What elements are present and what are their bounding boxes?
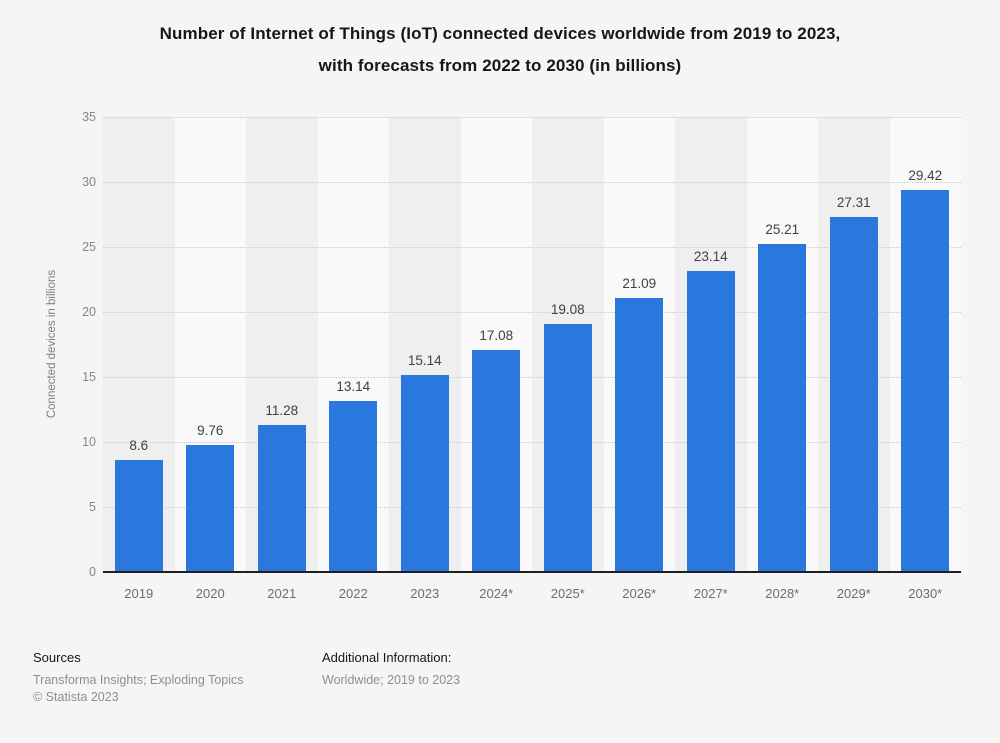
x-axis-label: 2024* (479, 586, 514, 601)
plot-column: 9.76 (174, 117, 246, 572)
bar-value-label: 27.31 (836, 194, 871, 210)
x-axis-label: 2029* (836, 586, 871, 601)
x-axis-label: 2026* (622, 586, 657, 601)
bar-2029*[interactable] (829, 216, 878, 572)
bar-2022[interactable] (329, 401, 378, 572)
y-axis-tick-label: 30 (82, 175, 96, 189)
y-axis-tick-label: 20 (82, 305, 96, 319)
plot-column: 27.31 (818, 117, 890, 572)
additional-info-value: Worldwide; 2019 to 2023 (322, 673, 461, 687)
x-axis-label: 2020 (195, 586, 225, 601)
plot-column: 13.14 (317, 117, 389, 572)
bar-2028*[interactable] (758, 244, 807, 572)
y-axis-tick-label: 0 (89, 565, 96, 579)
x-axis-label: 2021 (267, 586, 297, 601)
bar-value-label: 29.42 (908, 167, 943, 183)
bar-2030*[interactable] (901, 189, 950, 572)
plot-column: 29.42 (889, 117, 961, 572)
bar-2027*[interactable] (686, 271, 735, 572)
plot-column: 21.09 (603, 117, 675, 572)
additional-info-label: Additional Information: (322, 650, 452, 665)
bar-2024*[interactable] (472, 349, 521, 572)
plot-column: 19.08 (532, 117, 604, 572)
y-axis-tick-label: 35 (82, 110, 96, 124)
bar-value-label: 8.6 (129, 438, 149, 454)
x-axis-labels: 2019 2020 2021 2022 2023 2024* 2025* 2026* 2027*… (103, 584, 961, 604)
bar-2023[interactable] (400, 375, 449, 572)
y-axis-ticks: 0 5 10 15 20 25 30 35 (0, 110, 96, 579)
plot-column: 8.6 (103, 117, 175, 572)
x-axis-label: 2023 (410, 586, 440, 601)
statista-copyright: © Statista 2023 (33, 690, 119, 704)
bar-value-label: 25.21 (765, 222, 800, 238)
bar-value-label: 13.14 (336, 379, 371, 395)
plot-column: 25.21 (746, 117, 818, 572)
y-axis-tick-label: 25 (82, 240, 96, 254)
y-axis-tick-label: 10 (82, 435, 96, 449)
y-axis-tick-label: 5 (89, 500, 96, 514)
bar-2026*[interactable] (615, 297, 664, 572)
plot-column: 23.14 (675, 117, 747, 572)
x-axis-label: 2030* (908, 586, 943, 601)
sources-label: Sources (33, 650, 81, 665)
bar-value-label: 19.08 (550, 301, 585, 317)
plot-column: 11.28 (246, 117, 318, 572)
bar-value-label: 15.14 (407, 353, 442, 369)
chart-title-line2: with forecasts from 2022 to 2030 (in bil… (318, 56, 682, 75)
bar-value-label: 21.09 (622, 275, 657, 291)
x-axis-label: 2025* (550, 586, 585, 601)
bar-2021[interactable] (257, 425, 306, 572)
x-axis-label: 2022 (338, 586, 368, 601)
plot-column: 15.14 (389, 117, 461, 572)
bar-value-label: 23.14 (693, 249, 728, 265)
plot-column: 17.08 (460, 117, 532, 572)
x-axis-label: 2028* (765, 586, 800, 601)
x-axis-line (103, 571, 961, 573)
plot-area: 8.6 9.76 11.28 13.14 15.14 17.08 19.08 21.09 23.… (103, 117, 961, 572)
bar-value-label: 11.28 (265, 403, 299, 419)
bar-2025*[interactable] (543, 323, 592, 572)
bar-value-label: 9.76 (197, 423, 224, 439)
bar-value-label: 17.08 (479, 327, 514, 343)
sources-value: Transforma Insights; Exploding Topics (33, 673, 244, 687)
chart-title-line1: Number of Internet of Things (IoT) conne… (159, 24, 841, 43)
bar-2019[interactable] (114, 460, 163, 572)
x-axis-label: 2027* (693, 586, 728, 601)
x-axis-label: 2019 (124, 586, 154, 601)
bar-2020[interactable] (186, 445, 235, 572)
y-axis-tick-label: 15 (82, 370, 96, 384)
